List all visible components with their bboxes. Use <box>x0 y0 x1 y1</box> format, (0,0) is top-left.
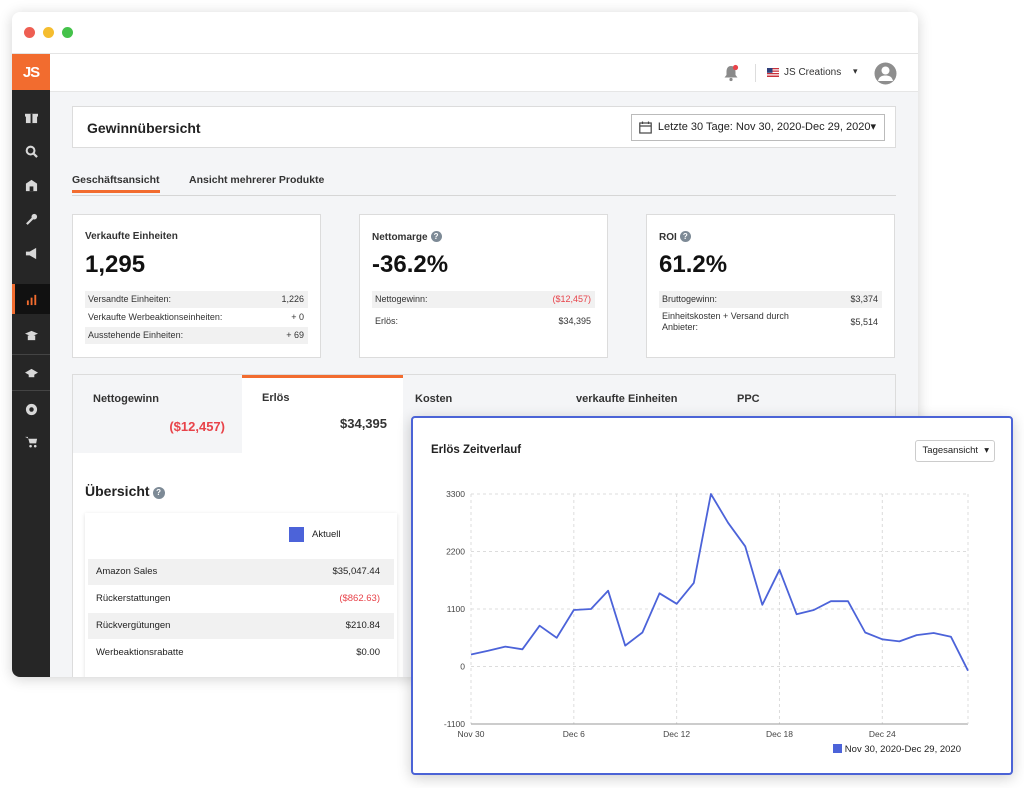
revenue-line-chart: -1100 0 1100 2200 3300 Nov 30 Dec 6 Dec 12 Dec 1… <box>444 489 969 739</box>
metric-label: Nettomarge? <box>372 231 442 243</box>
window-titlebar <box>12 12 918 54</box>
subtab-costs[interactable]: Kosten <box>415 393 453 405</box>
metric-value: 61.2% <box>659 251 728 278</box>
overview-title: Übersicht? <box>85 483 165 499</box>
user-avatar-icon[interactable] <box>874 62 897 85</box>
metric-row: Einheitskosten + Versand durch Anbieter:… <box>662 311 878 332</box>
calendar-icon <box>639 121 652 134</box>
metric-card-roi: ROI? 61.2% Bruttogewinn: $3,374 Einheitsk… <box>646 214 895 358</box>
metric-row: Nettogewinn: ($12,457) <box>372 291 595 308</box>
gift-icon <box>24 113 38 123</box>
sidebar-item-chrome[interactable] <box>12 394 50 424</box>
date-range-label: Letzte 30 Tage: Nov 30, 2020-Dec 29, 202… <box>657 121 871 133</box>
sidebar-divider <box>12 354 50 355</box>
series-line <box>470 493 969 672</box>
subtab-net-profit[interactable]: Nettogewinn ($12,457) <box>93 393 225 434</box>
metric-row: Versandte Einheiten: 1,226 <box>85 291 308 308</box>
help-icon[interactable]: ? <box>679 231 691 242</box>
topbar-divider <box>755 64 756 82</box>
tab-multi-product-view[interactable]: Ansicht mehrerer Produkte <box>189 174 325 186</box>
revenue-timeline-popup: Erlös Zeitverlauf Tagesansicht ▾ -1100 0 11… <box>411 416 1013 775</box>
y-tick-label: 0 <box>460 662 465 672</box>
tools-icon <box>25 213 37 225</box>
metric-row: Verkaufte Werbeaktionseinheiten: + 0 <box>88 312 304 322</box>
sidebar-item-megaphone[interactable] <box>12 238 50 268</box>
table-row: Werbeaktionsrabatte $0.00 <box>96 647 380 658</box>
megaphone-icon <box>25 247 36 259</box>
maximize-window-button[interactable] <box>62 27 73 38</box>
sidebar-item-tools[interactable] <box>12 204 50 234</box>
legend-swatch <box>289 527 304 542</box>
metric-label: Verkaufte Einheiten <box>85 231 178 242</box>
subtab-units-sold[interactable]: verkaufte Einheiten <box>576 393 678 405</box>
metric-row: Ausstehende Einheiten: + 69 <box>85 327 308 344</box>
y-tick-label: 3300 <box>446 489 465 499</box>
table-row: Rückerstattungen ($862.63) <box>96 593 380 604</box>
sidebar-item-courses[interactable] <box>12 320 50 350</box>
chart-legend: Nov 30, 2020-Dec 29, 2020 <box>832 744 961 755</box>
metric-row: Erlös: $34,395 <box>375 316 591 326</box>
minimize-window-button[interactable] <box>43 27 54 38</box>
table-row: Rückvergütungen $210.84 <box>88 613 394 639</box>
graduation-cap-icon <box>24 330 38 340</box>
legend-label: Nov 30, 2020-Dec 29, 2020 <box>844 744 961 755</box>
tab-business-view[interactable]: Geschäftsansicht <box>72 174 160 193</box>
warehouse-icon <box>25 179 37 191</box>
chevron-down-icon[interactable]: ▾ <box>853 66 858 76</box>
sidebar-item-analytics[interactable] <box>12 284 50 314</box>
legend-label: Aktuell <box>312 529 341 540</box>
x-tick-label: Dec 12 <box>663 729 690 739</box>
chrome-extension-icon <box>25 403 37 415</box>
overview-panel: Übersicht? Aktuell Amazon Sales $35,047.4… <box>73 453 403 677</box>
sidebar-item-search[interactable] <box>12 136 50 166</box>
y-tick-label: 1100 <box>447 604 466 614</box>
account-name[interactable]: JS Creations <box>784 67 842 78</box>
sidebar-divider <box>12 390 50 391</box>
view-tabs: Geschäftsansicht Ansicht mehrerer Produk… <box>72 174 896 196</box>
overview-table: Aktuell Amazon Sales $35,047.44 Rückersta… <box>85 513 397 677</box>
close-window-button[interactable] <box>24 27 35 38</box>
us-flag-icon <box>767 68 779 77</box>
chart-title: Erlös Zeitverlauf <box>431 444 522 456</box>
sidebar: JS <box>12 54 50 677</box>
metric-value: 1,295 <box>85 251 146 278</box>
metric-value: -36.2% <box>372 251 449 278</box>
metric-label: ROI? <box>659 231 691 243</box>
app-logo[interactable]: JS <box>12 54 50 90</box>
bar-chart-icon <box>26 294 37 305</box>
x-tick-label: Dec 18 <box>766 729 793 739</box>
top-bar: JS Creations ▾ <box>50 54 918 92</box>
page-title: Gewinnübersicht <box>87 120 201 136</box>
table-row: Amazon Sales $35,047.44 <box>88 559 394 585</box>
x-tick-label: Dec 6 <box>563 729 585 739</box>
view-select-button[interactable]: Tagesansicht ▾ <box>914 440 995 462</box>
subtab-ppc[interactable]: PPC <box>737 393 760 405</box>
bell-icon[interactable] <box>723 64 739 82</box>
help-icon[interactable]: ? <box>152 487 165 499</box>
sidebar-item-gift[interactable] <box>12 102 50 132</box>
help-icon[interactable]: ? <box>430 231 442 242</box>
metric-row: Bruttogewinn: $3,374 <box>659 291 882 308</box>
y-tick-label: 2200 <box>446 547 465 557</box>
metric-card-net-margin: Nettomarge? -36.2% Nettogewinn: ($12,457)… <box>359 214 608 358</box>
page-header-card: Gewinnübersicht Letzte 30 Tage: Nov 30, … <box>72 106 896 148</box>
legend-swatch <box>832 744 842 753</box>
y-tick-label: -1100 <box>444 719 465 729</box>
sidebar-item-warehouse[interactable] <box>12 170 50 200</box>
chevron-down-icon: ▾ <box>870 121 876 133</box>
search-icon <box>25 145 38 158</box>
cart-icon <box>24 436 37 447</box>
chevron-down-icon: ▾ <box>984 445 989 456</box>
metric-card-units-sold: Verkaufte Einheiten 1,295 Versandte Einh… <box>72 214 321 358</box>
academy-icon <box>24 368 38 377</box>
sidebar-item-academy[interactable] <box>12 358 50 388</box>
x-tick-label: Dec 24 <box>869 729 896 739</box>
sidebar-item-cart[interactable] <box>12 426 50 456</box>
date-range-select[interactable]: Letzte 30 Tage: Nov 30, 2020-Dec 29, 202… <box>630 114 885 141</box>
subtab-revenue[interactable]: Erlös $34,395 <box>242 375 403 453</box>
x-tick-label: Nov 30 <box>458 729 485 739</box>
